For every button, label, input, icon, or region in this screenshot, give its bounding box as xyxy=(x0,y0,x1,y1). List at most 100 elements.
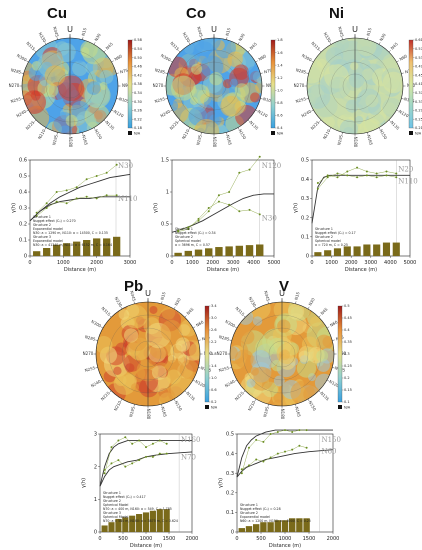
x-tick-label: 1000 xyxy=(186,260,199,266)
histogram-bar xyxy=(122,517,129,532)
annotation-line: Spherical Model xyxy=(103,503,129,507)
series-point xyxy=(326,174,329,177)
map-blob xyxy=(81,39,107,65)
histogram-bar xyxy=(333,248,342,256)
series-point xyxy=(258,213,261,216)
colorbar-tick-label: 0.46 xyxy=(134,65,142,69)
series-point xyxy=(75,197,78,200)
map-blob xyxy=(273,375,285,387)
direction-tick xyxy=(226,37,228,40)
direction-label: N150 xyxy=(94,128,104,140)
annotation-line: Structure 1 xyxy=(175,227,193,231)
colorbar-na-swatch xyxy=(128,131,132,135)
direction-tick xyxy=(396,60,399,63)
series-point xyxy=(85,195,88,198)
map-blob xyxy=(115,342,129,356)
direction-tick xyxy=(341,37,343,40)
panel-pb: Pb xyxy=(60,278,220,550)
histogram-bar xyxy=(225,246,233,256)
direction-label-u: U xyxy=(279,289,285,298)
direction-label: N330 xyxy=(323,31,333,43)
series-point xyxy=(346,170,349,173)
direction-tick xyxy=(255,109,258,112)
map-blob xyxy=(383,57,397,70)
direction-tick xyxy=(226,132,228,135)
map-blob xyxy=(358,119,380,134)
annotation-line: Exponential model xyxy=(33,227,63,231)
polar-map-ni: UN15N30N45N60N75N90N105N120N135N150N165N… xyxy=(294,25,416,148)
colorbar-na-swatch xyxy=(409,131,413,135)
variogram-chart-v: N150 N60 0 500 1000 1500 2000 0 0.1 0.2 0.3 0.4 0.5 D… xyxy=(218,429,341,549)
x-tick-label: 0 xyxy=(28,260,31,266)
series-point xyxy=(117,439,120,442)
direction-label: N90 xyxy=(266,83,275,88)
direction-tick xyxy=(388,50,391,53)
direction-tick xyxy=(237,127,240,130)
map-blob xyxy=(125,363,135,373)
model-curve xyxy=(311,174,410,224)
direction-tick xyxy=(103,50,106,53)
panel-title-ni: Ni xyxy=(329,5,344,22)
annotation-line: Structure 3 xyxy=(103,511,121,515)
histogram-bar xyxy=(353,246,361,256)
direction-tick xyxy=(311,109,314,112)
map-blob xyxy=(197,38,221,52)
direction-tick xyxy=(184,390,187,393)
direction-tick xyxy=(44,42,47,45)
direction-label: N165 xyxy=(366,134,374,146)
annotation-line: Structure 2 xyxy=(315,235,333,239)
map-blob xyxy=(56,42,76,63)
colorbar-tick-label: 0.53 xyxy=(415,56,422,60)
map-blob xyxy=(345,99,359,113)
histogram-bar xyxy=(296,518,303,532)
histogram-bar xyxy=(314,252,322,256)
colorbar-tick-label: 0.37 xyxy=(415,91,422,95)
histogram-bar xyxy=(156,509,163,532)
direction-label: N345 xyxy=(263,290,271,302)
colorbar-tick-label: 0.50 xyxy=(134,56,142,60)
direction-tick xyxy=(332,339,335,341)
colorbar-tick-label: 2.2 xyxy=(211,340,217,344)
direction-label: N240 xyxy=(159,109,171,119)
y-axis-label: γ(h) xyxy=(293,203,299,213)
colorbar-tick-label: 0.21 xyxy=(415,126,422,130)
panel-title-pb: Pb xyxy=(124,278,144,295)
series-point xyxy=(356,176,359,179)
direction-label: N285 xyxy=(84,334,96,342)
series-point xyxy=(284,450,286,453)
direction-label: N180 xyxy=(212,137,217,148)
histogram-bar xyxy=(205,248,213,256)
map-blob xyxy=(250,350,272,371)
x-axis-label: Distance (m) xyxy=(207,267,239,273)
map-blob xyxy=(230,346,238,360)
series-label: N150 xyxy=(321,436,341,444)
direction-label: N300 xyxy=(16,53,28,63)
direction-label: N285 xyxy=(295,67,307,75)
panel-co-graphics: U N15N30N45N60N75N90N105N120N135N150N165N… xyxy=(153,25,284,273)
series-point xyxy=(356,166,359,169)
direction-label: N345 xyxy=(196,26,204,38)
direction-label: N270 xyxy=(153,83,164,88)
direction-label: N225 xyxy=(25,119,36,130)
colorbar-tick-label: 0.18 xyxy=(134,126,142,130)
direction-label: N180 xyxy=(353,137,358,148)
direction-tick xyxy=(178,119,181,122)
direction-label: N330 xyxy=(182,31,192,43)
annotation-line: Nugget effect (C₀) = 0.417 xyxy=(103,495,146,499)
y-axis-label: γ(h) xyxy=(81,478,87,488)
direction-label: N15 xyxy=(160,291,167,301)
series-point xyxy=(240,468,243,471)
histogram-bar xyxy=(101,525,108,532)
direction-label: N225 xyxy=(234,390,245,401)
direction-tick xyxy=(229,367,232,369)
map-blob xyxy=(161,306,176,320)
series-point xyxy=(240,472,243,475)
colorbar-tick-label: 1.6 xyxy=(277,51,283,55)
x-tick-label: 2000 xyxy=(327,536,340,542)
series-point xyxy=(238,210,241,213)
series-point xyxy=(187,228,190,231)
colorbar-tick-label: 0.2 xyxy=(344,376,350,380)
direction-label: N165 xyxy=(294,406,302,418)
y-tick-label: 0.2 xyxy=(301,215,309,221)
colorbar-tick-label: 1.8 xyxy=(211,352,217,356)
